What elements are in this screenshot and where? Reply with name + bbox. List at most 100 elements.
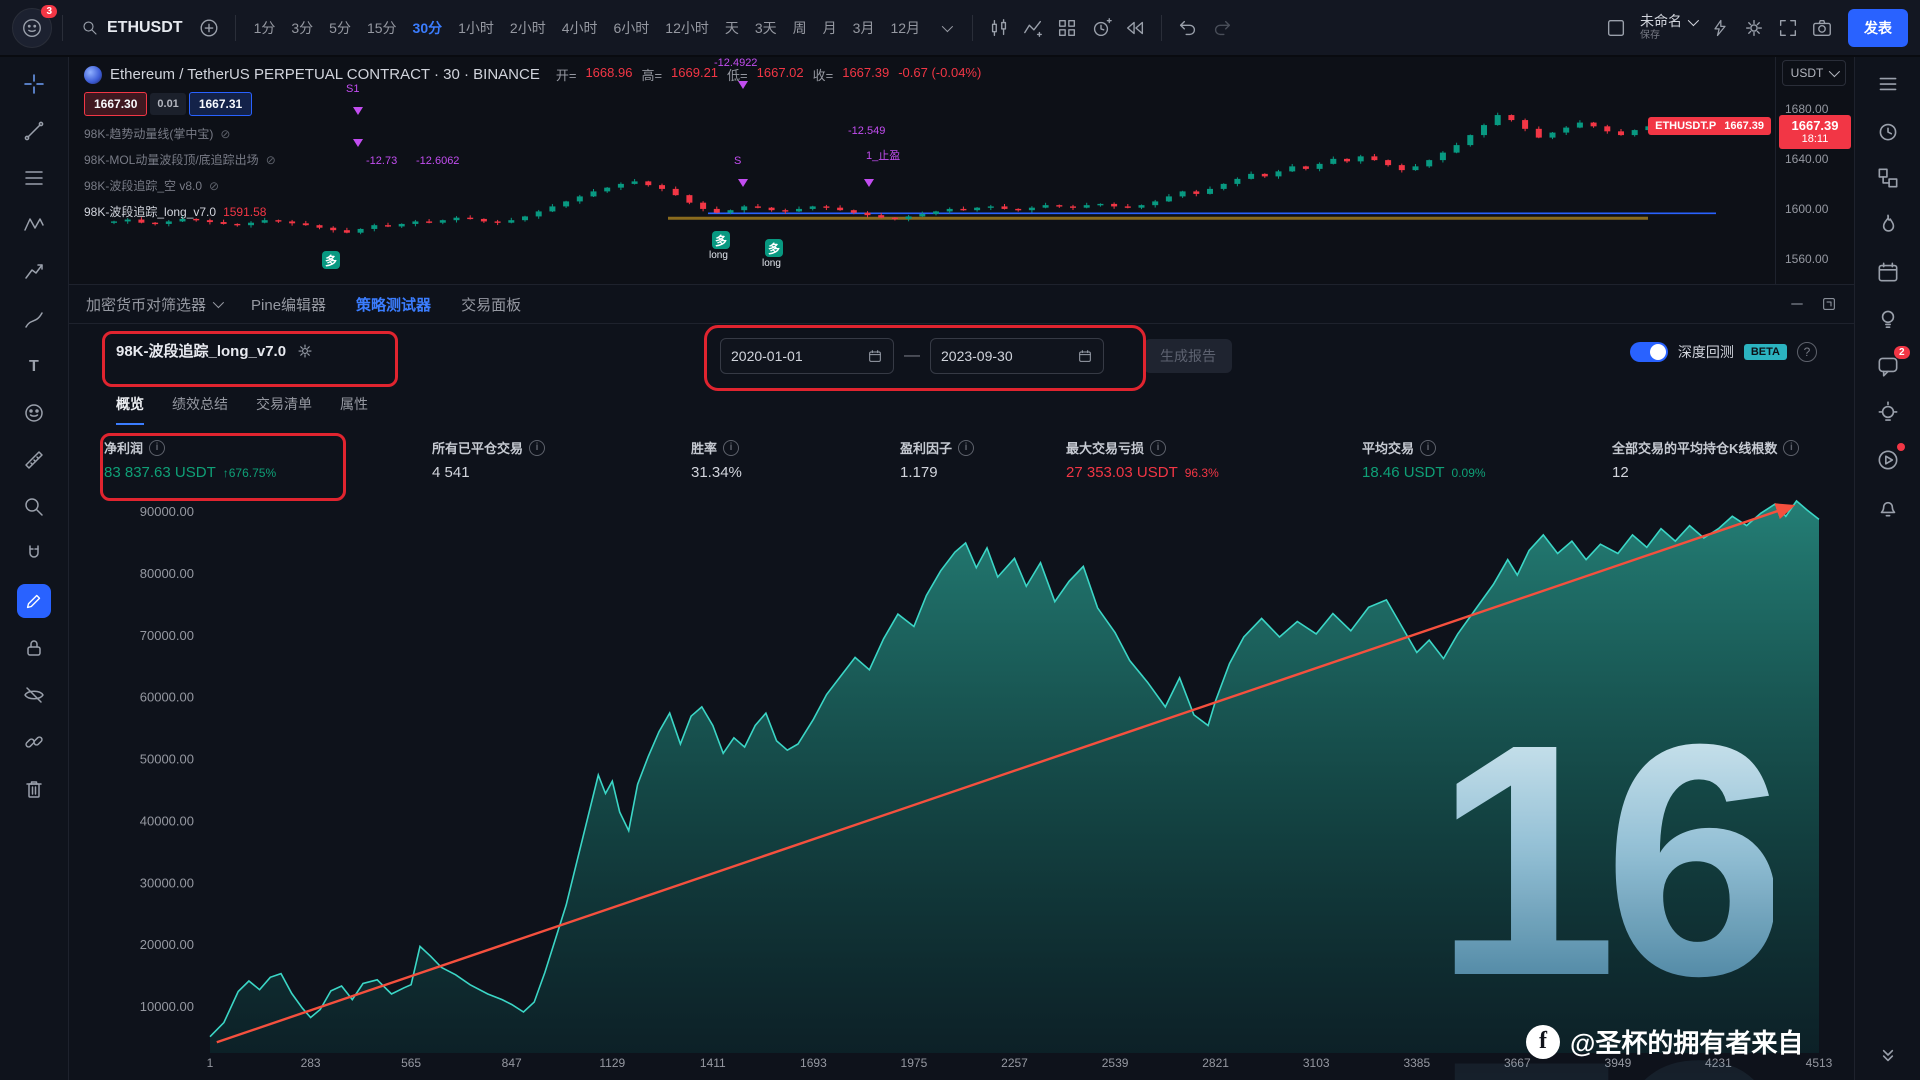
interval-more-button[interactable] xyxy=(930,11,962,45)
info-icon[interactable]: i xyxy=(529,439,546,456)
inspiration-icon[interactable] xyxy=(1873,398,1903,428)
indicator-templates-button[interactable] xyxy=(1051,11,1083,45)
interval-15分[interactable]: 15分 xyxy=(366,19,397,36)
interval-3分[interactable]: 3分 xyxy=(291,19,314,36)
info-icon[interactable]: i xyxy=(149,439,166,456)
tab-trading-panel[interactable]: 交易面板 xyxy=(461,296,522,314)
more-chevrons-icon[interactable] xyxy=(1873,1040,1903,1070)
lock-drawings-tool[interactable] xyxy=(17,631,51,665)
undo-icon xyxy=(1180,20,1196,35)
interval-3天[interactable]: 3天 xyxy=(754,19,777,36)
chat-icon[interactable]: 2 xyxy=(1873,346,1910,381)
layout-save-hint: 保存 xyxy=(1640,29,1660,41)
fullscreen-button[interactable] xyxy=(1772,11,1804,45)
equity-y-label: 60000.00 xyxy=(140,690,194,705)
bar-replay-button[interactable] xyxy=(1119,11,1151,45)
layout-name[interactable]: 未命名 保存 xyxy=(1634,13,1702,41)
help-icon[interactable]: ? xyxy=(1797,342,1817,362)
tab-pine-editor[interactable]: Pine编辑器 xyxy=(251,296,327,314)
interval-30分[interactable]: 30分 xyxy=(412,19,443,36)
expand-panel-icon[interactable] xyxy=(1821,296,1837,312)
alert-button[interactable] xyxy=(1085,11,1117,45)
interval-12小时[interactable]: 12小时 xyxy=(665,19,709,36)
watchlist-icon[interactable] xyxy=(1873,69,1903,99)
subtab-trades[interactable]: 交易清单 xyxy=(256,396,312,412)
ideas-icon[interactable] xyxy=(1873,304,1903,334)
redo-button[interactable] xyxy=(1206,11,1238,45)
indicator-row[interactable]: 98K-趋势动量线(掌中宝) ⊘ xyxy=(84,126,231,142)
strategy-selector[interactable]: 98K-波段追踪_long_v7.0 xyxy=(116,340,314,361)
strategy-settings-gear-icon[interactable] xyxy=(296,342,314,360)
subtab-overview[interactable]: 概览 xyxy=(116,385,144,425)
indicator-row[interactable]: 98K-波段追踪_long_v7.0 1591.58 xyxy=(84,204,267,220)
text-tool[interactable]: T xyxy=(17,349,51,383)
notifications-bell-icon[interactable] xyxy=(1873,492,1903,522)
publish-button[interactable]: 发表 xyxy=(1848,8,1908,47)
info-icon[interactable]: i xyxy=(1150,439,1167,456)
price-chart-pane[interactable]: S1 -12.73 -12.6062 -12.4922 -12.549 1_止盈 S 多多 lo… xyxy=(68,55,1855,284)
subtab-properties[interactable]: 属性 xyxy=(340,396,368,412)
buy-price-button[interactable]: 1667.31 xyxy=(188,92,253,116)
info-icon[interactable]: i xyxy=(1420,439,1437,456)
date-to-input[interactable]: 2023-09-30 xyxy=(930,338,1104,374)
measure-tool[interactable] xyxy=(17,443,51,477)
object-tree-icon[interactable] xyxy=(1873,163,1903,193)
generate-report-button[interactable]: 生成报告 xyxy=(1144,339,1232,373)
streams-icon[interactable] xyxy=(1873,443,1905,475)
sell-price-button[interactable]: 1667.30 xyxy=(84,92,148,116)
xabcd-pattern-tool[interactable] xyxy=(17,208,51,242)
indicator-row[interactable]: 98K-MOL动量波段顶/底追踪出场 ⊘ xyxy=(84,152,276,168)
undo-button[interactable] xyxy=(1172,11,1204,45)
interval-1小时[interactable]: 1小时 xyxy=(458,19,494,36)
brush-tool[interactable] xyxy=(17,302,51,336)
minimize-panel-icon[interactable] xyxy=(1789,296,1805,312)
indicators-button[interactable] xyxy=(1017,11,1049,45)
draw-tool-active[interactable] xyxy=(17,584,51,618)
link-tool[interactable] xyxy=(17,725,51,759)
subtab-performance[interactable]: 绩效总结 xyxy=(172,396,228,412)
interval-5分[interactable]: 5分 xyxy=(329,19,351,36)
interval-4小时[interactable]: 4小时 xyxy=(561,19,598,36)
layout-button[interactable] xyxy=(1600,11,1632,45)
forecast-tool[interactable] xyxy=(17,255,51,289)
remove-drawings-tool[interactable] xyxy=(17,772,51,806)
fib-retracement-tool[interactable] xyxy=(17,161,51,195)
add-symbol-button[interactable] xyxy=(193,11,225,45)
tab-screener[interactable]: 加密货币对筛选器 xyxy=(86,294,225,315)
interval-1分[interactable]: 1分 xyxy=(253,19,276,36)
crosshair-tool[interactable] xyxy=(17,67,51,101)
chart-title[interactable]: Ethereum / TetherUS PERPETUAL CONTRACT ·… xyxy=(110,66,540,83)
indicator-row[interactable]: 98K-波段追踪_空 v8.0 ⊘ xyxy=(84,178,220,194)
emoji-tool[interactable] xyxy=(17,396,51,430)
interval-月[interactable]: 月 xyxy=(822,19,837,36)
interval-3月[interactable]: 3月 xyxy=(852,19,875,36)
tab-strategy-tester[interactable]: 策略测试器 xyxy=(356,296,432,314)
interval-天[interactable]: 天 xyxy=(724,19,739,36)
info-icon[interactable]: i xyxy=(1783,439,1800,456)
price-scale-currency[interactable]: USDT xyxy=(1782,60,1846,86)
panel-tabs: 加密货币对筛选器 Pine编辑器 策略测试器 交易面板 xyxy=(68,285,1855,324)
magnet-tool[interactable] xyxy=(17,537,51,571)
interval-12月[interactable]: 12月 xyxy=(890,19,921,36)
trend-line-tool[interactable] xyxy=(17,114,51,148)
zoom-tool[interactable] xyxy=(17,490,51,524)
hide-drawings-tool[interactable] xyxy=(17,678,51,712)
info-icon[interactable]: i xyxy=(723,439,740,456)
account-avatar[interactable]: 3 xyxy=(12,4,57,48)
date-from-input[interactable]: 2020-01-01 xyxy=(720,338,894,374)
hotlists-icon[interactable] xyxy=(1873,210,1903,240)
chart-style-button[interactable] xyxy=(983,11,1015,45)
settings-button[interactable] xyxy=(1738,11,1770,45)
interval-2小时[interactable]: 2小时 xyxy=(509,19,546,36)
interval-周[interactable]: 周 xyxy=(792,19,807,36)
symbol-search[interactable]: ETHUSDT xyxy=(73,19,191,37)
deep-backtest-toggle[interactable] xyxy=(1629,342,1668,362)
interval-6小时[interactable]: 6小时 xyxy=(613,19,650,36)
info-icon[interactable]: i xyxy=(958,439,975,456)
calendar-icon[interactable] xyxy=(1873,257,1903,287)
alerts-icon[interactable] xyxy=(1873,116,1903,146)
streams-notification-dot xyxy=(1896,443,1905,451)
quick-search-button[interactable] xyxy=(1704,11,1736,45)
snapshot-button[interactable] xyxy=(1806,11,1838,45)
price-scale[interactable]: USDT 1680.00 1640.00 1600.00 1560.00 1667.3… xyxy=(1775,55,1856,284)
